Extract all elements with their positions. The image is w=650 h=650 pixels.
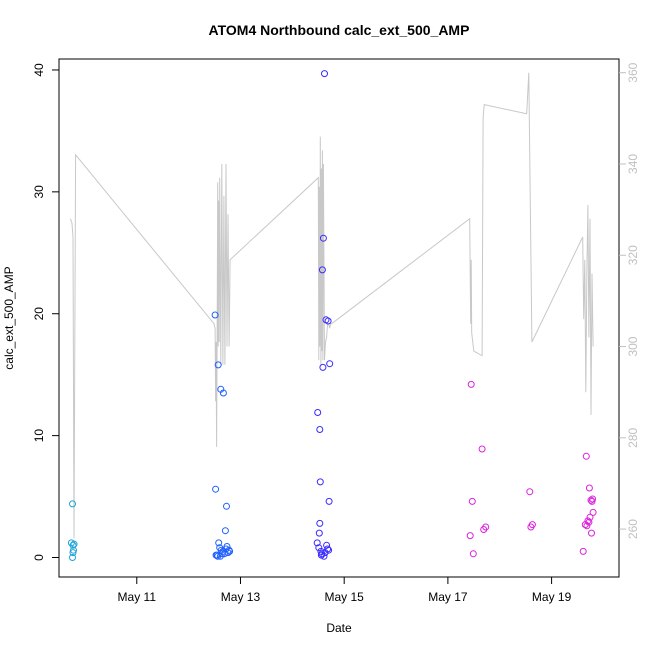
data-point (315, 529, 323, 537)
y2-tick-label: 340 (626, 154, 640, 174)
data-point (528, 521, 536, 529)
data-point (316, 478, 324, 486)
data-point (319, 234, 327, 242)
y2-tick-label: 280 (626, 427, 640, 447)
data-point (324, 317, 332, 325)
data-point (478, 445, 486, 453)
y2-tick-label: 320 (626, 245, 640, 265)
x-tick-label: May 19 (532, 590, 572, 604)
data-point (589, 495, 597, 503)
data-point (585, 518, 593, 526)
data-point (219, 389, 227, 397)
chart-title: ATOM4 Northbound calc_ext_500_AMP (209, 22, 470, 38)
y-tick-label: 40 (32, 63, 46, 77)
data-point (316, 426, 324, 433)
y-axis: 0 10 20 30 40 (32, 63, 59, 561)
data-point (226, 547, 234, 555)
data-point (325, 546, 333, 554)
y2-tick-label: 260 (626, 519, 640, 539)
data-point (325, 497, 333, 505)
data-point (215, 539, 223, 547)
data-point (69, 541, 77, 549)
data-point (466, 532, 474, 540)
x-tick-label: May 17 (428, 590, 468, 604)
data-point (588, 529, 595, 537)
y-tick-label: 20 (32, 307, 46, 321)
data-point (467, 380, 475, 388)
data-point (319, 363, 327, 371)
data-point (583, 522, 591, 530)
data-point (222, 545, 230, 553)
data-point (313, 539, 321, 547)
data-point (69, 549, 77, 557)
data-point (468, 497, 476, 505)
x-axis-label: Date (326, 621, 352, 635)
points-layer (67, 70, 597, 561)
data-point (316, 519, 324, 527)
data-point (317, 551, 325, 559)
data-point (314, 409, 322, 416)
data-point (221, 527, 229, 535)
data-point (211, 311, 219, 319)
secondary-line-layer (69, 72, 594, 539)
secondary-y-axis: 260 280 300 320 340 360 (619, 62, 640, 539)
x-axis: May 11 May 13 May 15 May 17 May 19 (118, 576, 572, 604)
data-point (213, 551, 221, 559)
data-point (482, 523, 490, 531)
data-point (586, 513, 594, 521)
data-point (223, 502, 230, 510)
data-point (526, 488, 534, 496)
y-tick-label: 0 (32, 554, 46, 561)
data-point (589, 508, 597, 516)
data-point (212, 485, 220, 493)
data-point (324, 545, 332, 553)
data-point (469, 550, 477, 558)
data-point (581, 521, 589, 529)
data-point (69, 500, 76, 508)
y2-tick-label: 360 (626, 62, 640, 82)
data-point (587, 496, 595, 504)
x-tick-label: May 13 (221, 590, 261, 604)
data-point (218, 550, 226, 558)
y-tick-label: 30 (32, 185, 46, 199)
series-line (69, 72, 594, 539)
y2-tick-label: 300 (626, 336, 640, 356)
data-point (585, 484, 593, 492)
data-point (318, 266, 326, 274)
x-tick-label: May 11 (118, 590, 157, 604)
data-point (326, 360, 334, 368)
data-point (579, 547, 587, 555)
data-point (315, 544, 323, 552)
data-point (69, 554, 76, 561)
y-axis-label: calc_ext_500_AMP (2, 266, 16, 369)
data-point (582, 452, 590, 460)
y-tick-label: 10 (32, 429, 46, 443)
x-tick-label: May 15 (325, 590, 365, 604)
data-point (214, 361, 222, 369)
data-point (321, 70, 328, 78)
